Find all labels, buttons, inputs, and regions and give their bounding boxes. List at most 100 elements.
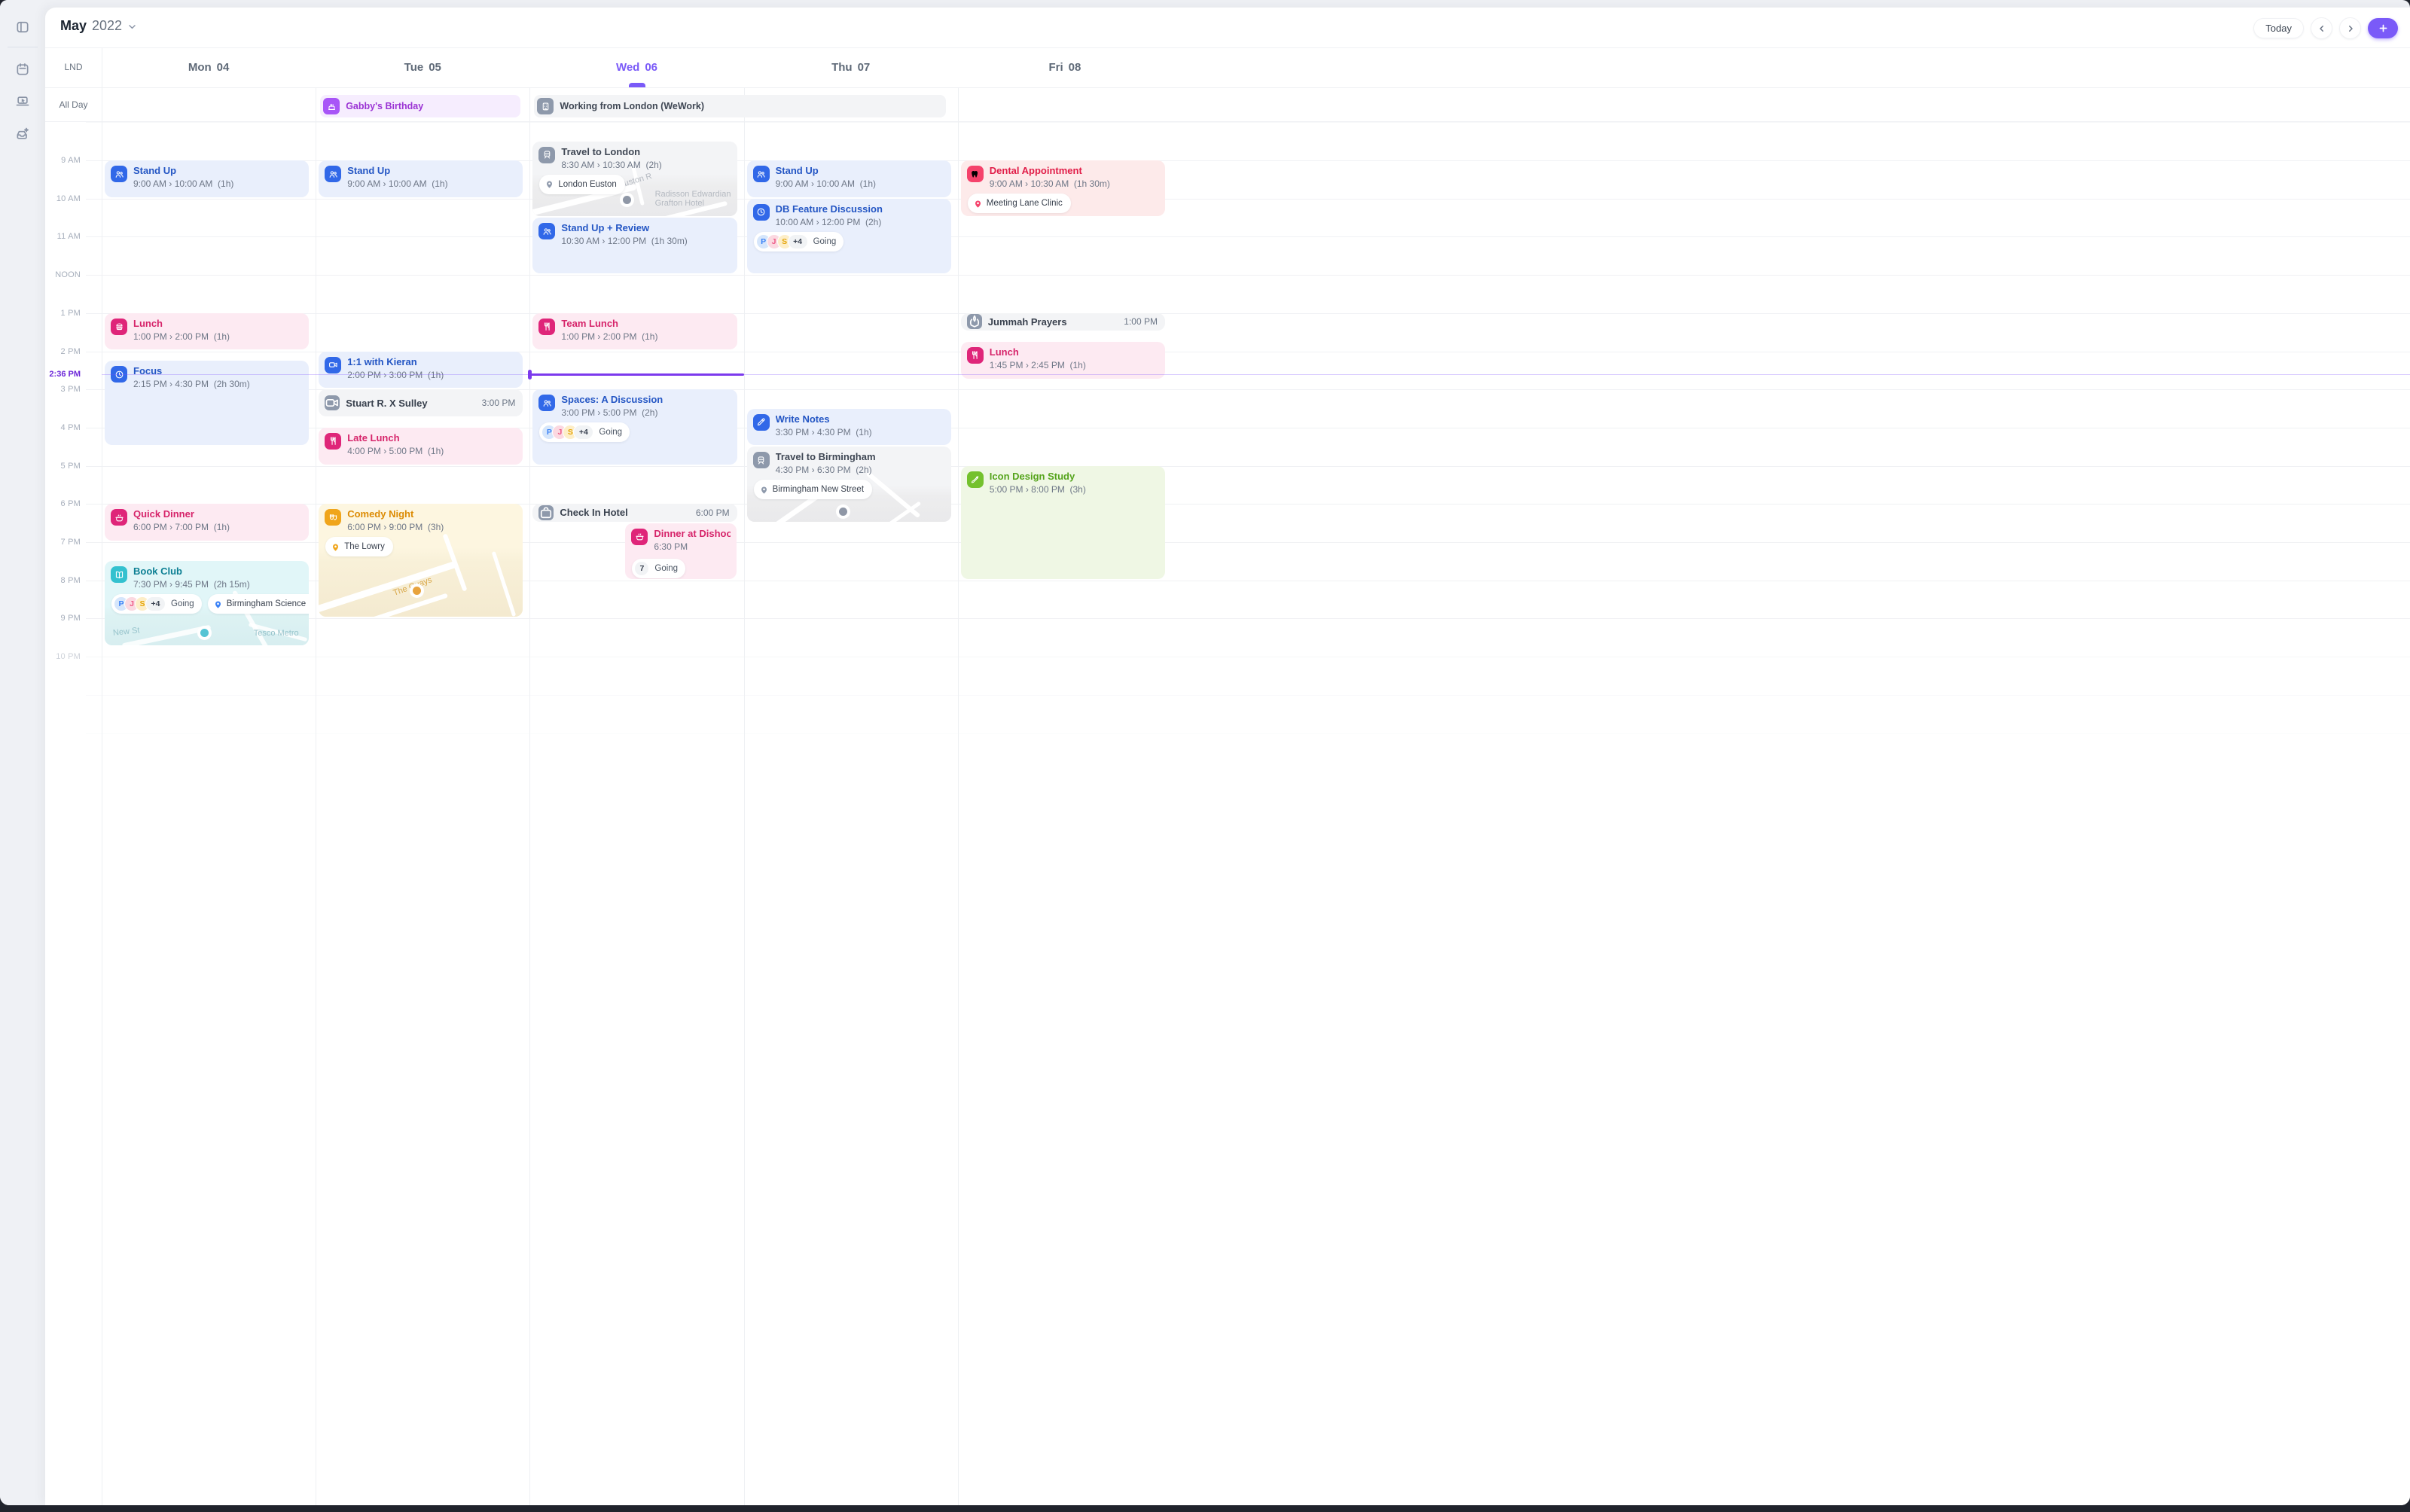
grid-hour-line: [86, 236, 2410, 238]
hour-label: 9 PM: [60, 614, 81, 623]
today-button[interactable]: Today: [2253, 18, 2304, 38]
burger-icon: [115, 323, 123, 331]
toolbar-actions: Today: [2253, 17, 2398, 39]
event-time: 9:00 AM › 10:00 AM (1h): [347, 178, 448, 189]
event-time: 1:00 PM: [1124, 316, 1158, 328]
event-db-feature[interactable]: DB Feature Discussion 10:00 AM › 12:00 PM…: [746, 198, 951, 274]
location-pin-icon: [333, 544, 339, 551]
event-stuart-sulley[interactable]: Stuart R. X Sulley 3:00 PM: [319, 389, 523, 417]
attendees-pill[interactable]: 7 Going: [632, 558, 686, 578]
event-time: 10:00 AM › 12:00 PM (2h): [775, 216, 882, 227]
map-road: [442, 533, 468, 592]
event-dental[interactable]: Dental Appointment 9:00 AM › 10:30 AM (1h…: [960, 160, 1165, 217]
event-title: Gabby's Birthday: [346, 101, 424, 111]
train-icon-badge: [752, 452, 770, 469]
event-spaces-discussion[interactable]: Spaces: A Discussion 3:00 PM › 5:00 PM (2…: [532, 389, 737, 465]
event-dinner-dishoom[interactable]: Dinner at Dishoom 6:30 PM 7 Going: [625, 523, 737, 579]
event-title: Icon Design Study: [989, 470, 1075, 482]
event-time: 2:00 PM › 3:00 PM (1h): [347, 369, 444, 380]
prev-button[interactable]: [2311, 17, 2332, 39]
users-icon-badge: [325, 166, 342, 182]
users-icon: [329, 170, 337, 178]
map-preview: Euston R Radisson Edwardian Grafton Hotel: [532, 153, 737, 217]
day-header-mon[interactable]: Mon 04: [102, 47, 316, 87]
day-header-thu[interactable]: Thu 07: [744, 47, 958, 87]
grid-hour-line: [86, 542, 2410, 543]
event-book-club[interactable]: Book Club 7:30 PM › 9:45 PM (2h 15m) New S…: [105, 561, 310, 646]
day-name: Tue: [404, 61, 424, 74]
sidebar-toggle-button[interactable]: [14, 18, 32, 36]
event-kieran-1-1[interactable]: 1:1 with Kieran 2:00 PM › 3:00 PM (1h): [319, 351, 523, 389]
hour-label: 11 AM: [56, 232, 81, 242]
event-title: Stand Up: [133, 165, 177, 176]
event-stand-up-thu[interactable]: Stand Up 9:00 AM › 10:00 AM (1h): [746, 160, 951, 197]
location-pill[interactable]: London Euston: [539, 174, 625, 194]
day-header-wed[interactable]: Wed 06: [529, 47, 743, 87]
allday-event-gabbys-birthday[interactable]: Gabby's Birthday: [320, 95, 521, 117]
day-header-tue[interactable]: Tue 05: [316, 47, 529, 87]
day-number: 05: [429, 61, 441, 74]
create-event-button[interactable]: [2368, 18, 2398, 38]
map-road: [491, 551, 517, 617]
event-write-notes[interactable]: Write Notes 3:30 PM › 4:30 PM (1h): [746, 408, 951, 446]
attendees-pill[interactable]: P J S +4 Going: [111, 594, 202, 614]
rsvp-status: Going: [813, 236, 837, 246]
pray-icon: [969, 316, 979, 328]
day-header-fri[interactable]: Fri 08: [958, 47, 1172, 87]
attendees-pill[interactable]: P J S +4 Going: [539, 422, 630, 443]
laptop-cursor-icon: [16, 96, 29, 106]
clock-icon: [115, 370, 123, 379]
hour-label: 2 PM: [60, 346, 81, 356]
event-icon-design[interactable]: Icon Design Study 5:00 PM › 8:00 PM (3h): [960, 465, 1165, 579]
event-travel-london[interactable]: Travel to London 8:30 AM › 10:30 AM (2h) E…: [532, 141, 737, 217]
event-comedy-night[interactable]: Comedy Night 6:00 PM › 9:00 PM (3h) The Qu…: [319, 504, 523, 617]
event-team-lunch[interactable]: Team Lunch 1:00 PM › 2:00 PM (1h): [532, 312, 737, 350]
map-label: Radisson Edwardian Grafton Hotel: [654, 190, 731, 209]
event-check-in-hotel[interactable]: Check In Hotel 6:00 PM: [532, 504, 737, 522]
event-lunch-mon[interactable]: Lunch 1:00 PM › 2:00 PM (1h): [105, 312, 310, 350]
sidebar-laptop-button[interactable]: [14, 93, 32, 111]
event-late-lunch[interactable]: Late Lunch 4:00 PM › 5:00 PM (1h): [319, 427, 523, 465]
location-pill[interactable]: The Lowry: [325, 537, 393, 557]
users-icon: [543, 400, 551, 407]
calendar-icon: [17, 63, 29, 75]
sidebar-calendar-button[interactable]: [14, 60, 32, 78]
building-icon: [542, 102, 549, 110]
grid-hour-line: [86, 160, 2410, 161]
avatar-more: +4: [145, 596, 166, 612]
location-pill[interactable]: Birmingham Science Fic…: [207, 594, 310, 614]
event-title: Working from London (WeWork): [560, 101, 705, 111]
hour-label: 5 PM: [60, 461, 81, 471]
location-pill[interactable]: Birmingham New Street: [753, 480, 873, 500]
event-stand-up-tue[interactable]: Stand Up 9:00 AM › 10:00 AM (1h): [319, 160, 523, 197]
event-focus[interactable]: Focus 2:15 PM › 4:30 PM (2h 30m): [105, 361, 310, 446]
hour-label: 1 PM: [60, 308, 81, 318]
event-lunch-fri[interactable]: Lunch 1:45 PM › 2:45 PM (1h): [960, 341, 1165, 379]
plus-icon: [2379, 24, 2387, 32]
event-stand-up-mon[interactable]: Stand Up 9:00 AM › 10:00 AM (1h): [105, 160, 310, 197]
location-pill[interactable]: Meeting Lane Clinic: [967, 194, 1071, 213]
map-road: [361, 593, 449, 617]
users-icon-badge: [752, 166, 770, 182]
hour-label: 10 AM: [56, 194, 81, 203]
event-travel-birmingham[interactable]: Travel to Birmingham 4:30 PM › 6:30 PM (2…: [746, 447, 951, 522]
event-quick-dinner[interactable]: Quick Dinner 6:00 PM › 7:00 PM (1h): [105, 504, 310, 541]
month-switcher[interactable]: May 2022: [60, 18, 137, 34]
attendees-pill[interactable]: P J S +4 Going: [753, 231, 844, 251]
event-title: Comedy Night: [347, 508, 414, 520]
event-title: 1:1 with Kieran: [347, 355, 417, 367]
grid-hour-line: [86, 733, 2410, 734]
utensils-icon: [972, 351, 978, 360]
allday-event-working-from-london[interactable]: Working from London (WeWork): [534, 95, 946, 117]
grid-hour-line: [86, 312, 2410, 314]
next-button[interactable]: [2339, 17, 2361, 39]
day-number: 06: [645, 61, 658, 74]
event-jummah[interactable]: Jummah Prayers 1:00 PM: [960, 312, 1165, 331]
all-day-label: All Day: [59, 99, 88, 110]
sidebar-inbox-button[interactable]: [14, 125, 32, 143]
event-stand-up-review[interactable]: Stand Up + Review 10:30 AM › 12:00 PM (1h…: [532, 218, 737, 274]
year-label: 2022: [92, 18, 123, 33]
utensils-icon: [330, 437, 336, 446]
event-time: 6:00 PM › 9:00 PM (3h): [347, 522, 444, 533]
